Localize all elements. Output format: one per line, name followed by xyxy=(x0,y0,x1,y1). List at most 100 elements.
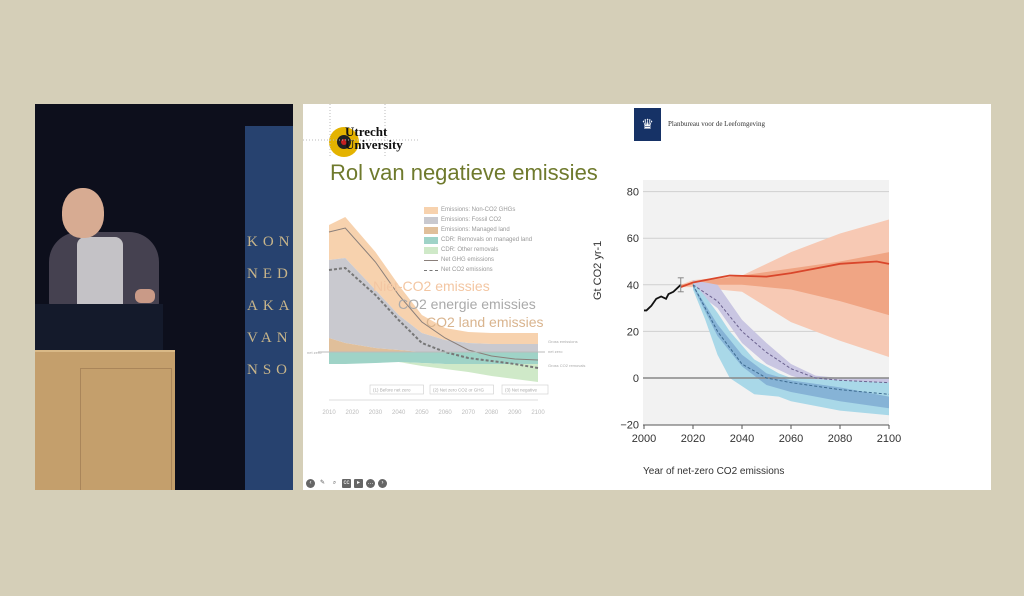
band-purple xyxy=(693,280,889,388)
line-blue-median xyxy=(692,284,890,395)
camera-icon[interactable]: ▸ xyxy=(354,479,363,488)
x-tick-label: 2090 xyxy=(508,410,522,416)
legend-label: Net CO2 emissions xyxy=(441,267,493,273)
band-blue-inner xyxy=(693,284,889,409)
band-cdr-other xyxy=(329,362,538,382)
line-net-co2 xyxy=(328,266,539,369)
pbl-name: Planbureau voor de Leefomgeving xyxy=(668,120,765,128)
speaker-head xyxy=(62,188,104,238)
speaker-video: KON NED AKA VAN NSO xyxy=(35,104,293,490)
forward-icon[interactable]: › xyxy=(378,479,387,488)
y-tick-label: 60 xyxy=(627,233,639,245)
legend-label: Emissions: Managed land xyxy=(441,227,510,233)
overlay-non-co2: Niet-CO2 emissies xyxy=(373,278,490,294)
x-tick-label: 2030 xyxy=(369,410,383,416)
left-chart: net zero 2010 2020 2030 2040 2050 2060 2070 2080… xyxy=(307,217,585,416)
y-axis-label: Gt CO2 yr-1 xyxy=(592,240,604,300)
legend-label: Emissions: Non-CO2 GHGs xyxy=(441,207,516,213)
y-tick-label: 0 xyxy=(633,373,639,385)
phase-label: (3) Net negative xyxy=(505,388,538,393)
overlay-land: CO2 land emissies xyxy=(426,314,544,330)
x-tick-label: 2100 xyxy=(531,410,545,416)
legend-swatch xyxy=(424,246,438,254)
band-blue-outer xyxy=(693,282,889,416)
x-tick-label: 2080 xyxy=(485,410,499,416)
band-non-co2 xyxy=(329,217,538,344)
legend-item: CDR: Removals on managed land xyxy=(424,235,532,245)
banner-text: NED xyxy=(247,266,293,282)
x-tick-label: 2060 xyxy=(438,410,452,416)
legend-item: Net CO2 emissions xyxy=(424,265,532,275)
legend-swatch xyxy=(424,206,438,214)
net-zero-label: net zero xyxy=(307,350,322,355)
x-tick-label: 2020 xyxy=(346,410,360,416)
crest-icon: ♛ xyxy=(634,108,661,141)
university-logo-icon xyxy=(329,127,359,157)
x-tick-label: 2010 xyxy=(322,410,336,416)
slide-title: Rol van negatieve emissies xyxy=(330,160,598,185)
line-red-median xyxy=(680,260,890,288)
x-tick-label: 2000 xyxy=(632,433,656,445)
left-chart-legend: Emissions: Non-CO2 GHGs Emissions: Fossi… xyxy=(424,205,532,275)
slide-toolbar: ‹ ✎ ⌕ cc ▸ … › xyxy=(306,479,387,488)
speaker-shirt xyxy=(77,237,123,307)
captions-icon[interactable]: cc xyxy=(342,479,351,488)
x-tick-label: 2040 xyxy=(730,433,754,445)
legend-item: Emissions: Managed land xyxy=(424,225,532,235)
university-name-line1: Utrecht xyxy=(345,124,388,139)
back-icon[interactable]: ‹ xyxy=(306,479,315,488)
band-red-inner xyxy=(680,252,889,316)
line-purple-median xyxy=(692,284,890,384)
podium-top xyxy=(35,304,163,352)
phase-box xyxy=(369,384,424,395)
x-tick-label: 2100 xyxy=(877,433,901,445)
phase-box xyxy=(501,384,549,395)
banner-text: NSO xyxy=(247,362,293,378)
right-label: Gross emissions xyxy=(548,339,578,344)
band-fossil xyxy=(329,258,538,352)
podium-panel xyxy=(80,368,172,490)
x-tick-label: 2050 xyxy=(415,410,429,416)
academy-banner: KON NED AKA VAN NSO xyxy=(245,126,293,490)
right-label: net zero xyxy=(548,349,563,354)
line-historical xyxy=(644,284,682,312)
legend-swatch xyxy=(424,236,438,244)
legend-label: CDR: Other removals xyxy=(441,247,499,253)
y-tick-label: 80 xyxy=(627,187,639,199)
legend-item: CDR: Other removals xyxy=(424,245,532,255)
x-tick-label: 2040 xyxy=(392,410,406,416)
band-land xyxy=(329,338,538,352)
legend-swatch xyxy=(424,216,438,224)
zoom-icon[interactable]: ⌕ xyxy=(332,480,337,486)
podium xyxy=(35,350,175,490)
university-name-line2: University xyxy=(345,137,403,152)
banner-text: AKA xyxy=(247,298,293,314)
legend-swatch xyxy=(424,269,438,271)
banner-text: KON xyxy=(247,234,293,250)
y-tick-label: 20 xyxy=(627,326,639,338)
legend-label: CDR: Removals on managed land xyxy=(441,237,533,243)
university-name: Utrecht University xyxy=(345,125,403,151)
legend-label: Emissions: Fossil CO2 xyxy=(441,217,502,223)
phase-label: (1) Before net zero xyxy=(373,388,411,393)
line-net-ghg xyxy=(328,227,539,361)
x-tick-label: 2020 xyxy=(681,433,705,445)
legend-swatch xyxy=(424,226,438,234)
x-tick-label: 2080 xyxy=(828,433,852,445)
x-axis-label: Year of net-zero CO2 emissions xyxy=(643,466,785,477)
x-tick-label: 2060 xyxy=(779,433,803,445)
more-icon[interactable]: … xyxy=(366,479,375,488)
y-tick-label: 40 xyxy=(627,280,639,292)
pen-icon[interactable]: ✎ xyxy=(319,480,326,486)
x-tick-label: 2070 xyxy=(462,410,476,416)
speaker-hand xyxy=(135,289,155,303)
phase-label: (2) Net zero CO2 or GHG xyxy=(433,388,485,393)
legend-swatch xyxy=(424,259,438,261)
y-tick-label: −20 xyxy=(620,420,639,432)
right-label: Gross CO2 removals xyxy=(548,363,585,368)
legend-item: Emissions: Non-CO2 GHGs xyxy=(424,205,532,215)
overlay-energy: CO2 energie emissies xyxy=(398,296,536,312)
legend-label: Net GHG emissions xyxy=(441,257,495,263)
